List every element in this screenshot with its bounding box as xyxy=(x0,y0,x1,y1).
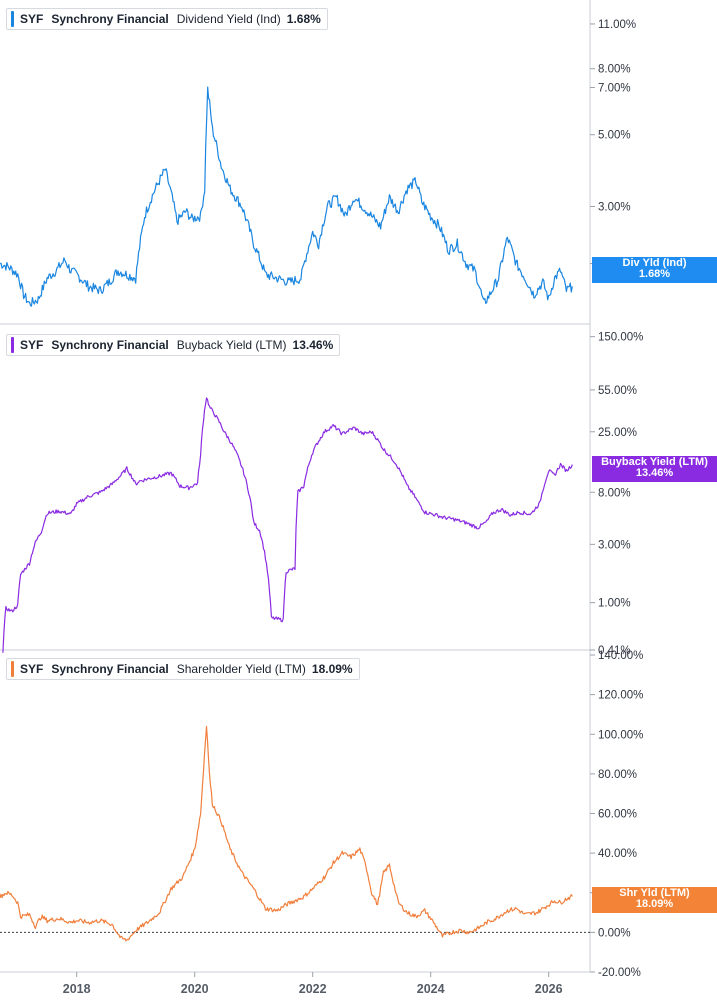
y-tick-label: 55.00% xyxy=(598,385,637,397)
dividend-last-value-flag: Div Yld (Ind) 1.68% xyxy=(592,257,717,283)
shareholder-yield-panel: 140.00%120.00%100.00%80.00%60.00%40.00%2… xyxy=(0,650,643,979)
legend-metric: Shareholder Yield (LTM) xyxy=(176,662,306,676)
legend-company: Synchrony Financial xyxy=(51,12,169,26)
y-tick-label: 80.00% xyxy=(598,769,637,781)
x-tick-label: 2024 xyxy=(417,982,445,996)
y-tick-label: 11.00% xyxy=(598,19,636,31)
legend-value: 13.46% xyxy=(292,338,334,352)
buyback-legend-swatch xyxy=(11,337,14,353)
y-tick-label: 120.00% xyxy=(598,690,643,702)
y-tick-label: 7.00% xyxy=(598,82,631,94)
buyback-last-value-flag: Buyback Yield (LTM) 13.46% xyxy=(592,456,717,482)
y-tick-label: -20.00% xyxy=(598,967,641,979)
x-axis: 2018 2020 2022 2024 2026 xyxy=(63,972,563,996)
y-tick-label: 0.41% xyxy=(598,645,631,657)
flag-label: Shr Yld (LTM) xyxy=(619,887,690,899)
shareholder-legend[interactable]: SYF Synchrony Financial Shareholder Yiel… xyxy=(6,658,360,680)
buyback-yield-panel: 150.00% 55.00% 25.00% 8.00% 3.00% 1.00% 0.41% xyxy=(2,332,643,657)
y-tick-label: 5.00% xyxy=(598,130,631,142)
flag-label: Div Yld (Ind) xyxy=(622,257,687,269)
x-tick-label: 2022 xyxy=(299,982,327,996)
x-tick-label: 2020 xyxy=(181,982,209,996)
y-tick-label: 150.00% xyxy=(598,332,643,344)
legend-ticker: SYF xyxy=(20,662,44,676)
y-tick-label: 60.00% xyxy=(598,809,637,821)
shareholder-last-value-flag: Shr Yld (LTM) 18.09% xyxy=(592,887,717,913)
flag-label: Buyback Yield (LTM) xyxy=(601,456,708,468)
buyback-series-line[interactable] xyxy=(2,397,573,653)
legend-metric: Dividend Yield (Ind) xyxy=(176,12,281,26)
panel-frames xyxy=(0,0,591,973)
legend-value: 18.09% xyxy=(311,662,353,676)
y-tick-label: 3.00% xyxy=(598,539,631,551)
dividend-legend[interactable]: SYF Synchrony Financial Dividend Yield (… xyxy=(6,8,328,30)
y-tick-label: 40.00% xyxy=(598,848,637,860)
legend-ticker: SYF xyxy=(20,12,44,26)
flag-value: 18.09% xyxy=(635,898,674,910)
x-tick-label: 2018 xyxy=(63,982,91,996)
shareholder-legend-swatch xyxy=(11,661,14,677)
legend-company: Synchrony Financial xyxy=(51,338,169,352)
legend-company: Synchrony Financial xyxy=(51,662,169,676)
y-tick-label: 0.00% xyxy=(598,927,631,939)
dividend-legend-swatch xyxy=(11,11,14,27)
flag-value: 13.46% xyxy=(635,467,674,479)
y-tick-label: 25.00% xyxy=(598,427,637,439)
buyback-legend[interactable]: SYF Synchrony Financial Buyback Yield (L… xyxy=(6,334,341,356)
y-tick-label: 100.00% xyxy=(598,729,643,741)
y-tick-label: 3.00% xyxy=(598,202,631,214)
flag-value: 1.68% xyxy=(638,268,671,280)
x-tick-label: 2026 xyxy=(535,982,563,996)
shareholder-series-line[interactable] xyxy=(0,725,573,942)
y-tick-label: 8.00% xyxy=(598,64,631,76)
legend-metric: Buyback Yield (LTM) xyxy=(176,338,287,352)
legend-value: 1.68% xyxy=(286,12,321,26)
y-tick-label: 8.00% xyxy=(598,487,631,499)
dividend-yield-panel: 11.00%8.00%7.00%5.00%3.00%2.00% xyxy=(0,19,636,307)
y-tick-label: 140.00% xyxy=(598,650,643,662)
y-tick-label: 1.00% xyxy=(598,598,631,610)
dividend-series-line[interactable] xyxy=(0,86,573,307)
legend-ticker: SYF xyxy=(20,338,44,352)
